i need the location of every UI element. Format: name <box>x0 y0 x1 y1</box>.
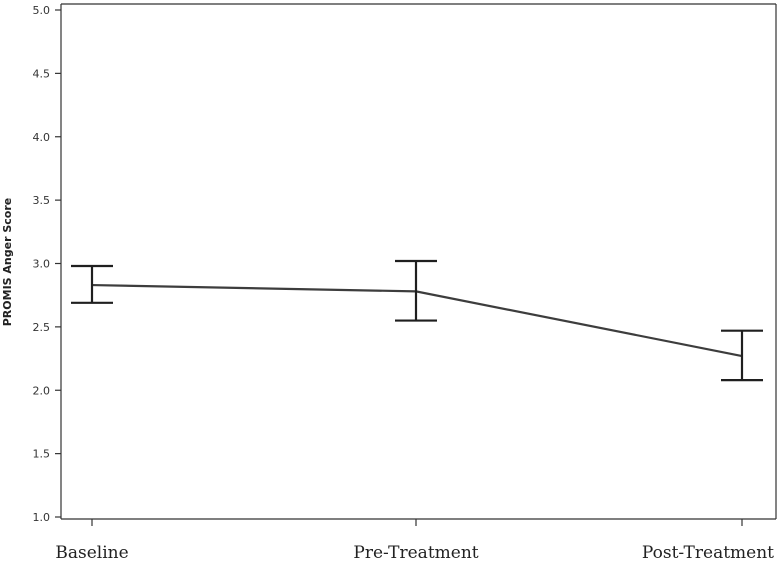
y-tick-label: 2.0 <box>33 384 51 397</box>
y-axis-label: PROMIS Anger Score <box>1 198 14 327</box>
error-bar <box>721 329 763 382</box>
series-group <box>71 259 763 382</box>
y-tick-label: 1.0 <box>33 511 51 524</box>
x-ticks: Baseline Pre-Treatment Post-Treatment <box>55 519 774 563</box>
error-bar <box>395 259 437 322</box>
y-tick-label: 4.0 <box>33 131 51 144</box>
y-tick-label: 5.0 <box>33 4 51 17</box>
x-tick-label: Pre-Treatment <box>353 543 478 563</box>
y-tick-label: 1.5 <box>33 448 51 461</box>
x-tick-label: Post-Treatment <box>642 543 774 563</box>
plot-frame <box>60 3 777 520</box>
y-ticks: 1.0 1.5 2.0 2.5 3.0 3.5 4.0 4.5 5.0 <box>33 4 61 524</box>
y-tick-label: 2.5 <box>33 321 51 334</box>
y-tick-label: 3.5 <box>33 194 51 207</box>
error-bar <box>71 264 113 304</box>
x-tick-label: Baseline <box>55 543 128 563</box>
y-tick-label: 3.0 <box>33 258 51 271</box>
y-tick-label: 4.5 <box>33 67 51 80</box>
